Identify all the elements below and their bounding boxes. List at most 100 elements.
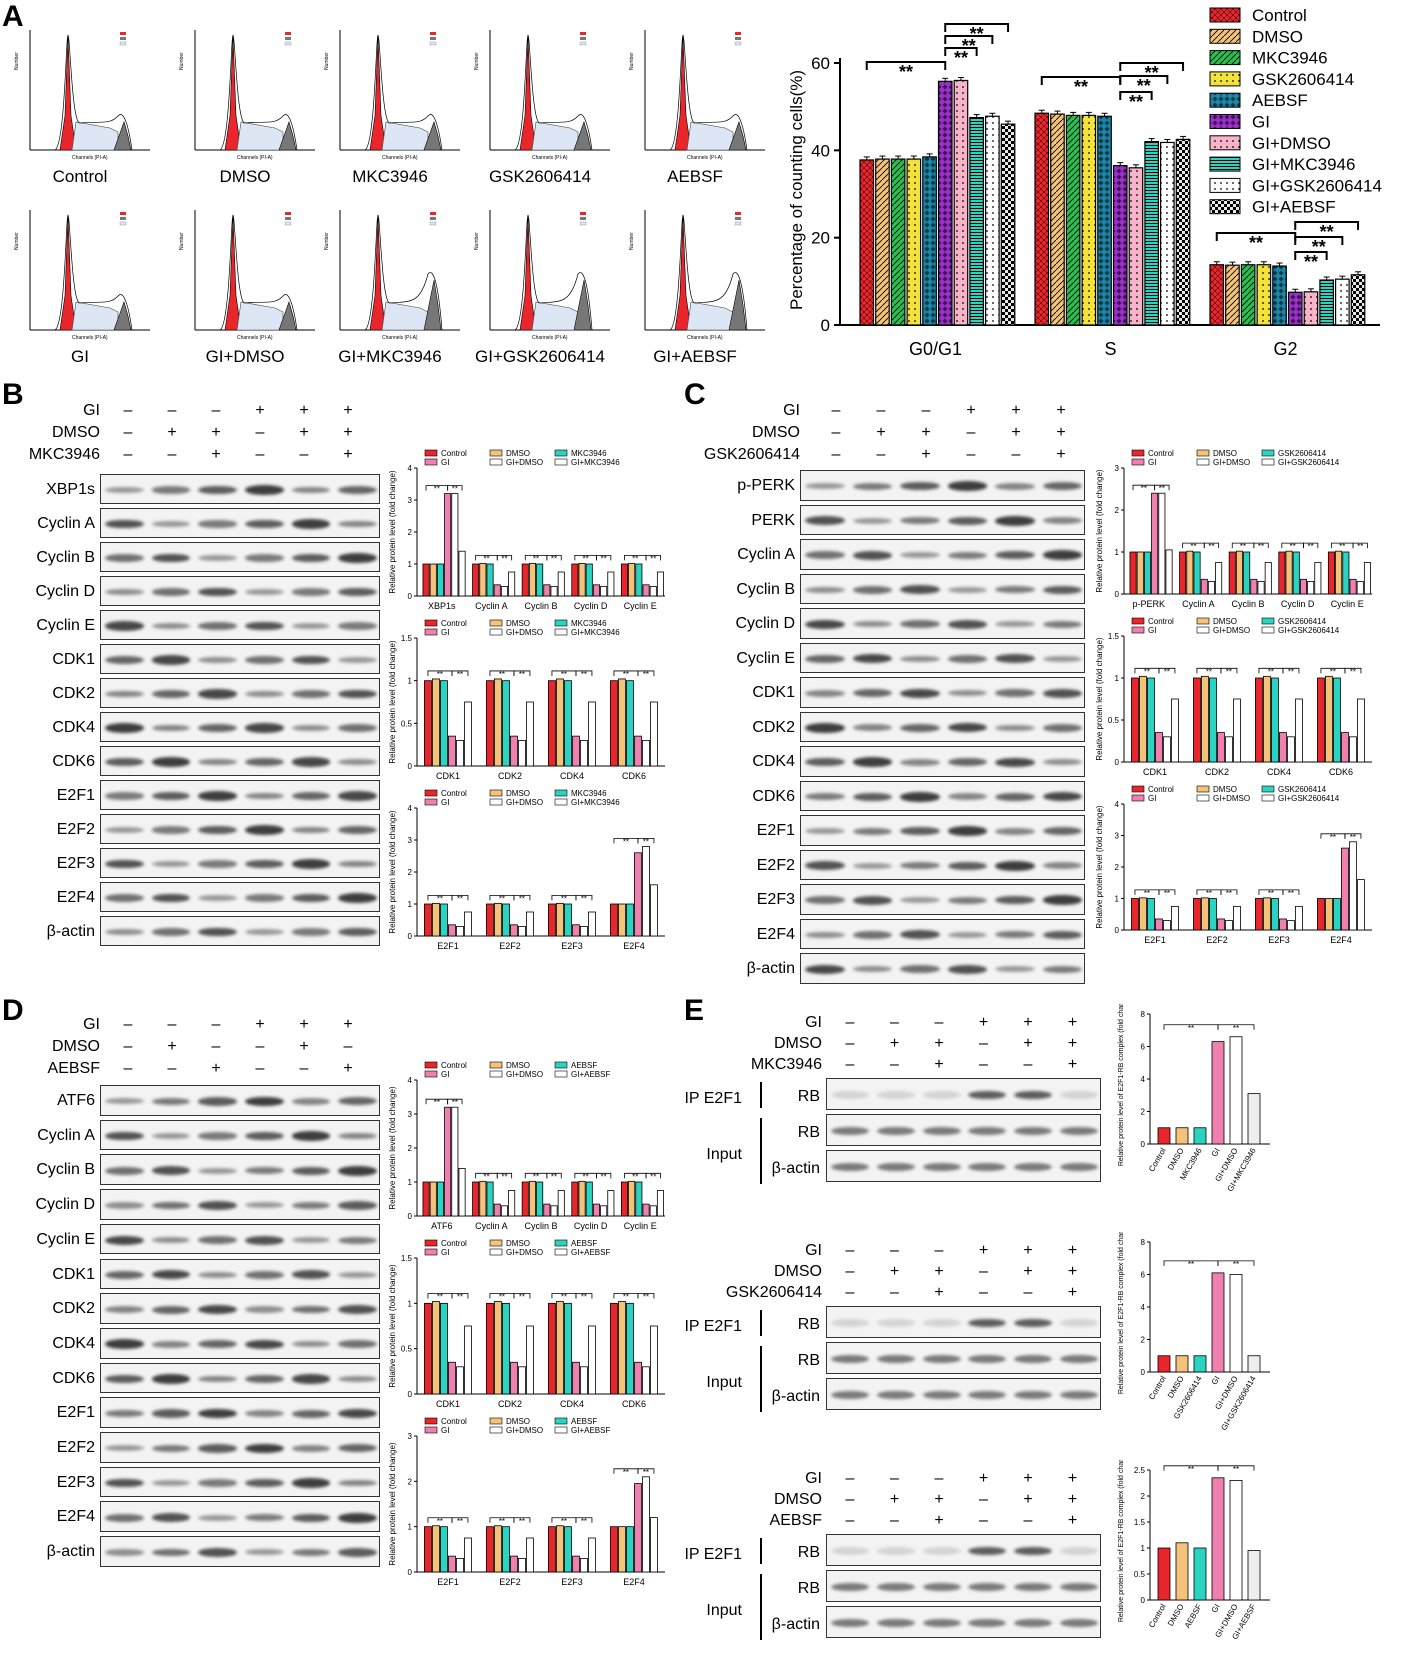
significance-mark: ** (1339, 542, 1345, 551)
treatment-sign: + (343, 1016, 353, 1033)
treatment-sign: – (255, 446, 265, 463)
blot-band (968, 1355, 1007, 1363)
flow-label: MKC3946 (352, 167, 428, 186)
blot-band (338, 657, 377, 663)
bar (610, 680, 618, 767)
blot-band (995, 757, 1035, 767)
bar (1081, 114, 1097, 326)
group-label: E2F4 (1330, 935, 1352, 945)
bar (510, 1555, 518, 1573)
blot-band (105, 894, 144, 902)
blot-band (947, 619, 987, 629)
bar (1295, 698, 1303, 763)
bar (556, 902, 564, 937)
blot-band (852, 757, 892, 768)
treatment-sign: + (1067, 1263, 1078, 1280)
blot-band (831, 1319, 869, 1327)
blot-band (198, 860, 237, 868)
bar (1317, 898, 1325, 931)
blot-band (291, 859, 331, 869)
legend-label: DMSO (506, 449, 530, 458)
tick-label: 2 (1141, 1492, 1146, 1501)
blot-band (105, 827, 144, 833)
blot-row-label: p-PERK (737, 477, 795, 494)
blot-band (805, 551, 845, 560)
bar (1207, 580, 1215, 595)
treatment-sign: – (167, 402, 177, 419)
blot-band (105, 1202, 144, 1209)
blot-row-label: CDK2 (52, 1300, 95, 1318)
significance-mark: ** (899, 62, 913, 82)
blot-band (338, 486, 377, 494)
tick-label: 0 (408, 1390, 413, 1399)
legend-label: DMSO (1252, 27, 1303, 46)
group-label: Cyclin E (624, 1221, 657, 1231)
bar (448, 1555, 456, 1573)
legend-swatch (1209, 92, 1241, 108)
tick-label: 1 (1115, 674, 1120, 683)
bar (1186, 550, 1194, 595)
bar (1163, 920, 1171, 931)
significance-mark: ** (501, 1172, 507, 1181)
treatment-sign: – (934, 1242, 944, 1259)
bar (1325, 898, 1333, 931)
treatment-sign: – (845, 1056, 855, 1073)
bar (1287, 920, 1295, 931)
bar (580, 925, 588, 937)
blot-band (900, 827, 940, 836)
blot-band (852, 895, 892, 905)
blot-band (291, 1374, 331, 1384)
treatment-sign: + (1056, 424, 1066, 441)
bar (1256, 264, 1272, 326)
blot-band (151, 655, 191, 665)
bar (656, 1190, 664, 1217)
bar (1193, 1547, 1207, 1601)
treatment-sign: – (255, 1060, 265, 1077)
bar (618, 678, 626, 767)
blot-band (922, 1091, 961, 1099)
blot-band (151, 521, 191, 527)
bar (1201, 675, 1209, 763)
blot-band (852, 550, 892, 560)
blot-row-label: CDK1 (752, 684, 795, 701)
blot-band (995, 654, 1035, 664)
bar (1129, 551, 1137, 595)
bar (592, 584, 600, 597)
group-label: Cyclin B (1231, 599, 1264, 609)
bar (1229, 1036, 1243, 1145)
western-blot-strip (100, 1362, 380, 1394)
blot-row-label: Cyclin A (37, 1126, 95, 1144)
group-label: E2F1 (1144, 935, 1166, 945)
treatment-label: DMSO (774, 1263, 822, 1280)
bar (432, 1301, 440, 1395)
bar (1341, 847, 1349, 931)
blot-band (805, 931, 845, 938)
legend-label: DMSO (506, 1239, 530, 1248)
bar (626, 680, 634, 767)
category-label: S (1104, 339, 1116, 359)
blot-band (805, 861, 845, 871)
bar (564, 1302, 572, 1395)
treatment-sign: + (1067, 1014, 1078, 1031)
bar (650, 701, 658, 767)
blot-band (852, 689, 892, 698)
blot-band (105, 487, 144, 493)
tick-label: 2 (408, 868, 413, 877)
blot-band (245, 825, 284, 835)
blot-band (900, 655, 940, 662)
tick-label: 3 (408, 836, 413, 845)
bar (1147, 898, 1155, 931)
blot-band (1060, 1391, 1098, 1399)
blot-band (198, 791, 237, 801)
bar (1155, 732, 1163, 763)
bar (464, 701, 472, 767)
treatment-sign: + (1023, 1242, 1033, 1259)
western-blot-strip (100, 1293, 380, 1324)
tick-label: 3 (1115, 464, 1120, 473)
bar (610, 1302, 618, 1395)
bar (642, 846, 650, 937)
group-label: CDK2 (498, 771, 522, 781)
bar (557, 1190, 565, 1217)
bar (1292, 551, 1300, 595)
treatment-sign: + (1067, 1284, 1078, 1301)
